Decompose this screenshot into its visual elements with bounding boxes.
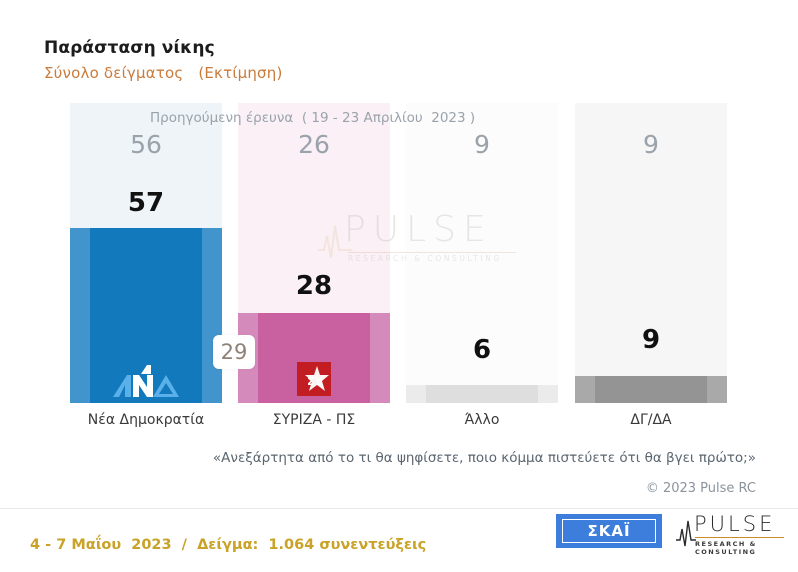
svg-text:ΣΥ: ΣΥ: [307, 375, 324, 388]
previous-value-allo: 9: [474, 130, 490, 159]
previous-value-dgda: 9: [643, 130, 659, 159]
pulse-rule: [695, 537, 784, 538]
bar-edge-left: [406, 385, 426, 403]
chart-column-dgda: 9 9: [575, 103, 727, 403]
bar-edge-right: [538, 385, 558, 403]
syriza-logo: ΣΥ: [297, 362, 331, 400]
previous-value-nd: 56: [130, 130, 162, 159]
category-label-dgda: ΔΓ/ΔΑ: [630, 412, 672, 428]
category-label-syriza: ΣΥΡΙΖΑ - ΠΣ: [272, 412, 356, 428]
skai-logo: ΣΚΑΪ: [556, 514, 662, 548]
chart-plot-area: 56 57 26 28: [70, 103, 728, 403]
skai-logo-label: ΣΚΑΪ: [562, 519, 656, 543]
bar-dgda: [575, 376, 727, 403]
bar-edge-left: [70, 228, 90, 403]
nd-logo: [111, 365, 181, 403]
bar-edge-right: [370, 313, 390, 403]
pulse-wordmark: PULSE: [694, 512, 776, 536]
survey-question: «Ανεξάρτητα από το τι θα ψηφίσετε, ποιο …: [212, 450, 756, 466]
footer-divider: [0, 508, 798, 509]
bar-edge-right: [202, 228, 222, 403]
previous-value-syriza: 26: [298, 130, 330, 159]
page-subtitle: Σύνολο δείγματος (Εκτίμηση): [44, 64, 283, 82]
chart-column-nd: 56 57: [70, 103, 222, 403]
current-value-dgda: 9: [641, 325, 661, 355]
column-background: [575, 103, 727, 403]
nd-logo-icon: [113, 365, 179, 397]
previous-survey-caption: Προηγούμενη έρευνα ( 19 - 23 Απριλίου 20…: [150, 110, 476, 126]
bar-allo: [406, 385, 558, 403]
copyright-notice: © 2023 Pulse RC: [645, 481, 756, 496]
category-label-allo: Άλλο: [464, 412, 500, 428]
bar-core: [594, 376, 708, 403]
current-value-nd: 57: [127, 188, 165, 218]
bar-edge-right: [707, 376, 727, 403]
pulse-subtitle: RESEARCH & CONSULTING: [695, 540, 757, 556]
chart-column-allo: 9 6: [406, 103, 558, 403]
footer-date-sample: 4 - 7 Μαΐου 2023 / Δείγμα: 1.064 συνεντε…: [30, 537, 427, 553]
difference-badge: 29: [213, 335, 255, 369]
bar-core: [425, 385, 539, 403]
category-label-nd: Νέα Δημοκρατία: [87, 412, 205, 428]
bar-edge-left: [575, 376, 595, 403]
current-value-allo: 6: [472, 335, 492, 365]
chart-column-syriza: 26 28 ΣΥ: [238, 103, 390, 403]
current-value-syriza: 28: [295, 271, 333, 301]
syriza-logo-icon: ΣΥ: [297, 362, 331, 396]
page-title: Παράσταση νίκης: [44, 38, 215, 58]
column-background: [406, 103, 558, 403]
pulse-ecg-icon-footer: [676, 520, 696, 547]
pulse-footer-logo: PULSE RESEARCH & CONSULTING: [676, 512, 784, 556]
